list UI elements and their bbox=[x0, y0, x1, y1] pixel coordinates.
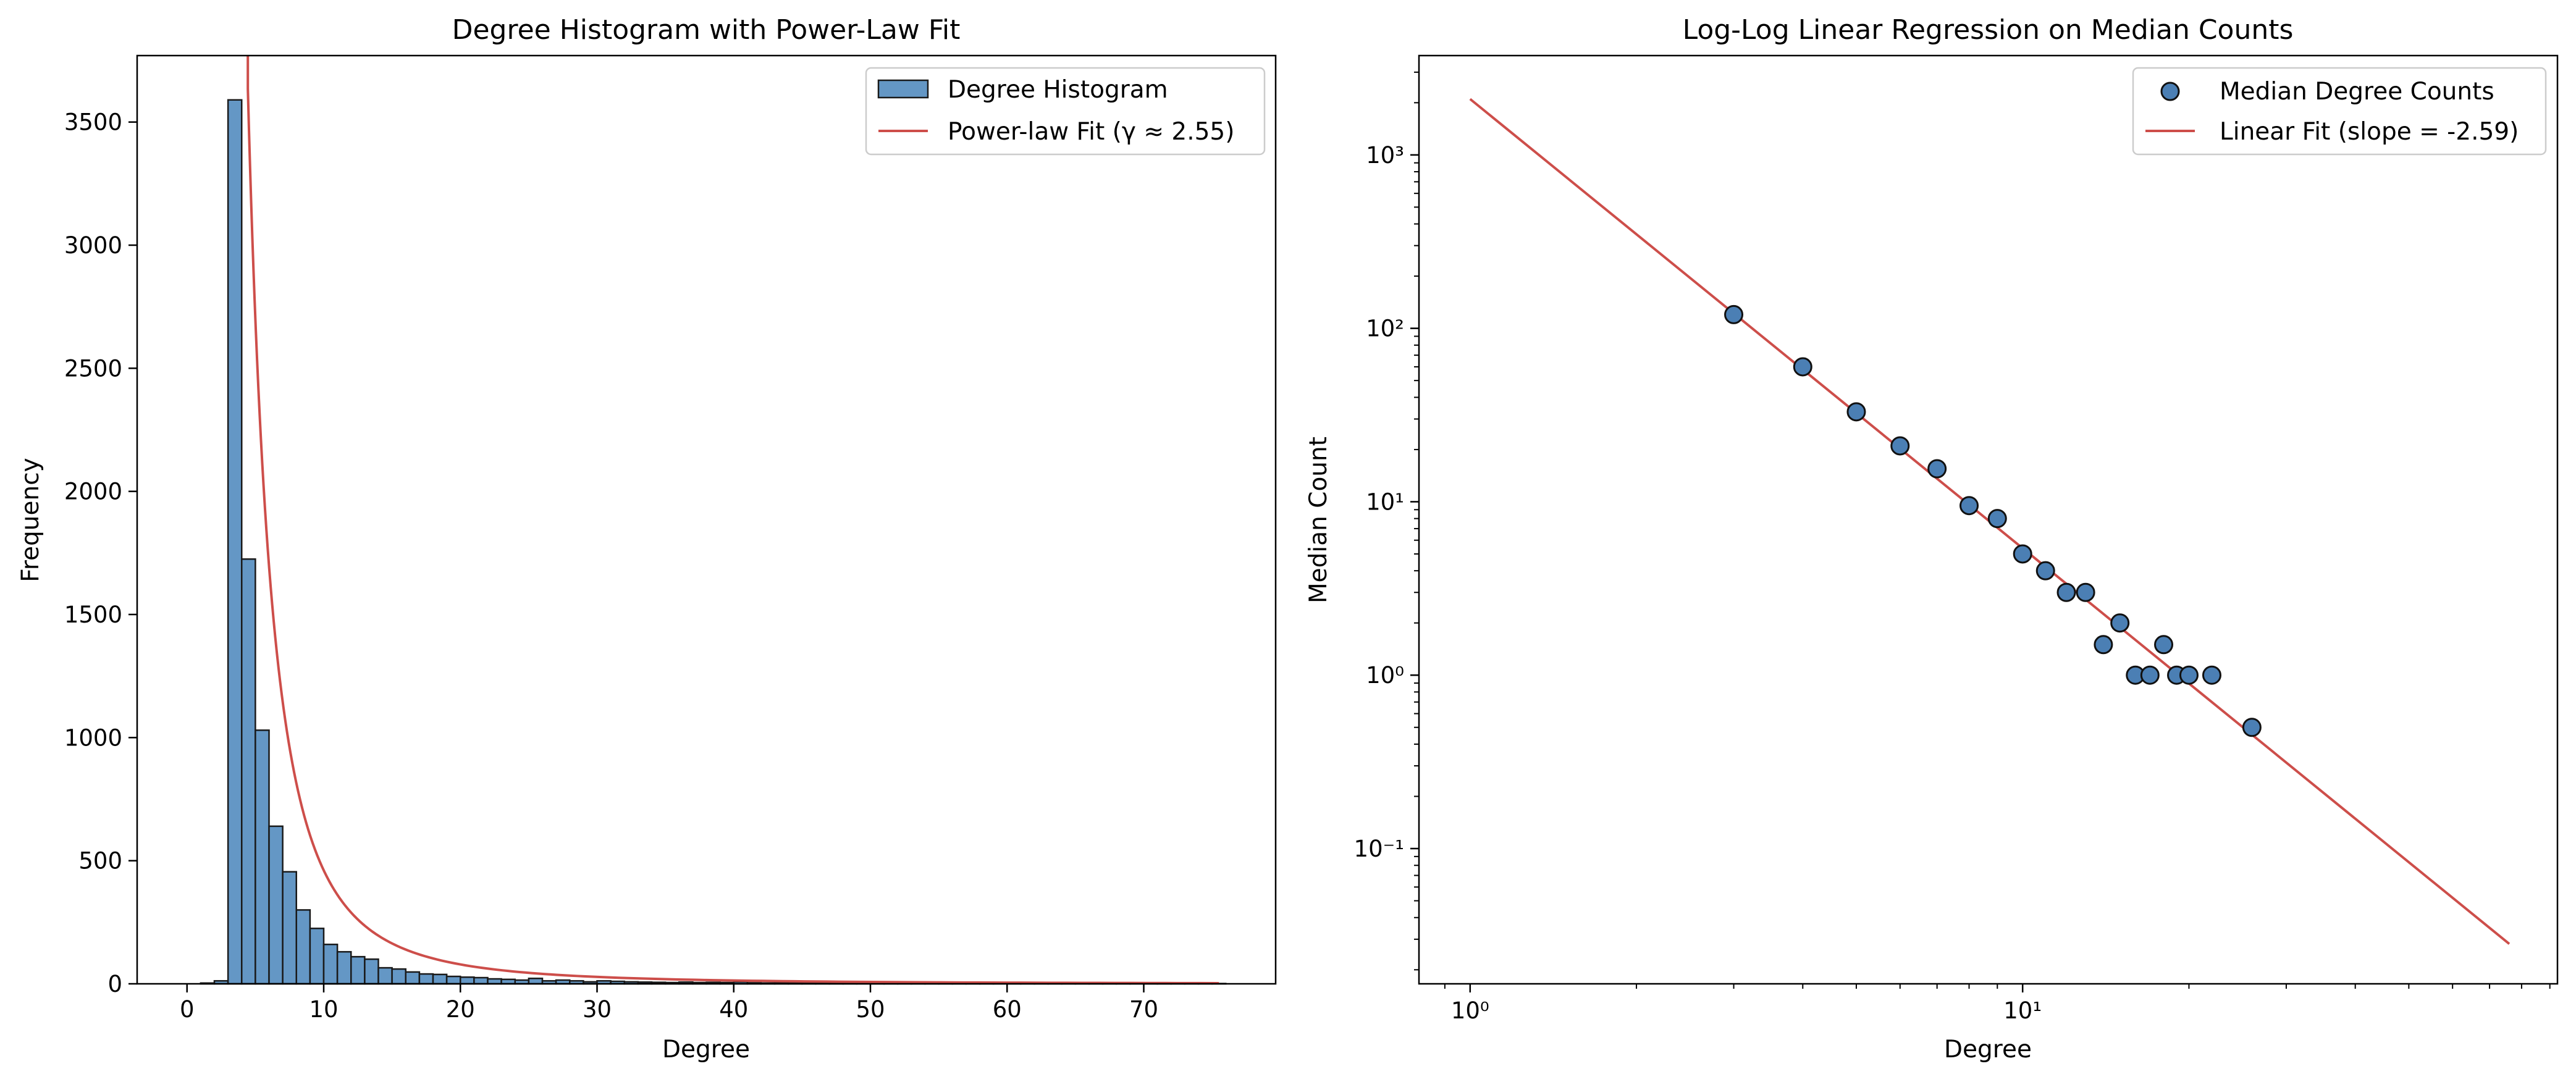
histogram-bar bbox=[391, 968, 407, 985]
median-count-point bbox=[1793, 357, 1812, 377]
histogram-legend-patch bbox=[877, 79, 929, 99]
median-count-point bbox=[1890, 436, 1910, 456]
median-counts-legend-marker bbox=[2160, 82, 2180, 101]
median-count-point bbox=[2056, 582, 2076, 602]
histogram-bar bbox=[268, 825, 284, 985]
x-tick-label: 60 bbox=[993, 996, 1022, 1023]
median-count-point bbox=[1846, 402, 1866, 422]
histogram-bar bbox=[432, 973, 448, 985]
loglog-x-axis-label: Degree bbox=[1944, 1036, 2032, 1063]
histogram-bar bbox=[295, 909, 311, 985]
median-count-point bbox=[2242, 718, 2262, 737]
histogram-bar bbox=[255, 729, 270, 985]
y-tick-label: 2500 bbox=[64, 355, 122, 382]
histogram-plot-frame bbox=[136, 54, 1277, 985]
loglog-legend-box bbox=[2132, 67, 2547, 156]
power-law-fit-line bbox=[246, 56, 1219, 984]
x-tick-label: 10¹ bbox=[2003, 997, 2042, 1024]
median-count-point bbox=[2140, 665, 2160, 685]
median-count-point bbox=[2179, 665, 2199, 685]
median-count-point bbox=[1959, 496, 1979, 516]
histogram-bars bbox=[200, 99, 1227, 985]
median-count-point bbox=[1724, 304, 1744, 324]
x-tick-label: 70 bbox=[1129, 996, 1158, 1023]
histogram-bar bbox=[473, 976, 489, 985]
histogram-legend: Degree Histogram Power-law Fit (γ ≈ 2.55… bbox=[865, 67, 1266, 156]
x-tick-label: 0 bbox=[180, 996, 195, 1023]
linear-fit-legend-label: Linear Fit (slope = -2.59) bbox=[2220, 118, 2519, 146]
histogram-y-ticks: 0 500 1000 1500 2000 2500 3000 3500 bbox=[64, 109, 137, 997]
histogram-bar bbox=[350, 955, 366, 985]
y-tick-label: 1500 bbox=[64, 602, 122, 628]
y-tick-label: 2000 bbox=[64, 479, 122, 505]
loglog-panel: Log-Log Linear Regression on Median Coun… bbox=[1305, 14, 2559, 1063]
power-law-legend-label: Power-law Fit (γ ≈ 2.55) bbox=[948, 118, 1234, 146]
x-tick-label: 10 bbox=[309, 996, 338, 1023]
x-tick-label: 40 bbox=[719, 996, 748, 1023]
histogram-bar bbox=[405, 971, 421, 985]
loglog-title: Log-Log Linear Regression on Median Coun… bbox=[1683, 14, 2294, 46]
histogram-panel: Degree Histogram with Power-Law Fit 0 10 2… bbox=[17, 14, 1277, 1063]
y-tick-label: 0 bbox=[107, 971, 122, 997]
y-tick-label: 3000 bbox=[64, 232, 122, 259]
histogram-bar bbox=[445, 975, 461, 985]
histogram-bar bbox=[322, 943, 339, 985]
y-tick-label: 3500 bbox=[64, 109, 122, 136]
x-tick-label: 50 bbox=[856, 996, 885, 1023]
y-tick-label: 10³ bbox=[1366, 142, 1404, 169]
histogram-y-axis-label: Frequency bbox=[17, 458, 44, 582]
histogram-bar bbox=[309, 928, 325, 985]
histogram-bar bbox=[460, 976, 475, 985]
histogram-legend-label: Degree Histogram bbox=[948, 76, 1168, 104]
median-count-point bbox=[2094, 635, 2113, 655]
histogram-bar bbox=[528, 977, 544, 985]
histogram-x-axis-label: Degree bbox=[662, 1036, 750, 1063]
loglog-x-ticks: 10⁰ 10¹ bbox=[1444, 984, 2551, 1024]
histogram-legend-box bbox=[865, 67, 1266, 156]
median-count-point bbox=[2076, 582, 2095, 602]
y-tick-label: 10¹ bbox=[1366, 489, 1404, 515]
histogram-bar bbox=[377, 967, 393, 985]
loglog-plot-frame bbox=[1418, 54, 2559, 985]
y-tick-label: 10² bbox=[1366, 316, 1404, 342]
y-tick-label: 1000 bbox=[64, 724, 122, 751]
median-count-point bbox=[2110, 613, 2130, 633]
x-tick-label: 20 bbox=[446, 996, 475, 1023]
y-tick-label: 10⁻¹ bbox=[1354, 836, 1404, 862]
loglog-y-ticks: 10⁻¹ 10⁰ 10¹ 10² 10³ bbox=[1354, 71, 1419, 971]
median-count-point bbox=[2035, 561, 2055, 581]
median-count-point bbox=[2013, 544, 2032, 564]
median-counts-legend-label: Median Degree Counts bbox=[2220, 78, 2494, 106]
histogram-bar bbox=[241, 558, 256, 985]
median-count-point bbox=[1927, 459, 1947, 479]
y-tick-label: 500 bbox=[78, 848, 122, 874]
median-count-point bbox=[2202, 665, 2221, 685]
histogram-title: Degree Histogram with Power-Law Fit bbox=[452, 14, 961, 46]
histogram-bar bbox=[282, 871, 298, 985]
median-count-point bbox=[1987, 509, 2007, 529]
histogram-bar bbox=[227, 99, 243, 985]
histogram-bar bbox=[364, 958, 379, 985]
loglog-legend: Median Degree Counts Linear Fit (slope =… bbox=[2132, 67, 2547, 156]
median-count-point bbox=[2154, 635, 2174, 655]
median-count-points bbox=[1724, 304, 2262, 737]
x-tick-label: 30 bbox=[583, 996, 612, 1023]
histogram-bar bbox=[336, 950, 352, 985]
loglog-y-axis-label: Median Count bbox=[1305, 437, 1332, 603]
y-tick-label: 10⁰ bbox=[1366, 662, 1404, 689]
power-law-fit-curve bbox=[246, 56, 1219, 984]
histogram-x-ticks: 0 10 20 30 40 50 60 70 bbox=[180, 984, 1158, 1023]
x-tick-label: 10⁰ bbox=[1451, 997, 1489, 1024]
histogram-bar bbox=[418, 973, 434, 985]
